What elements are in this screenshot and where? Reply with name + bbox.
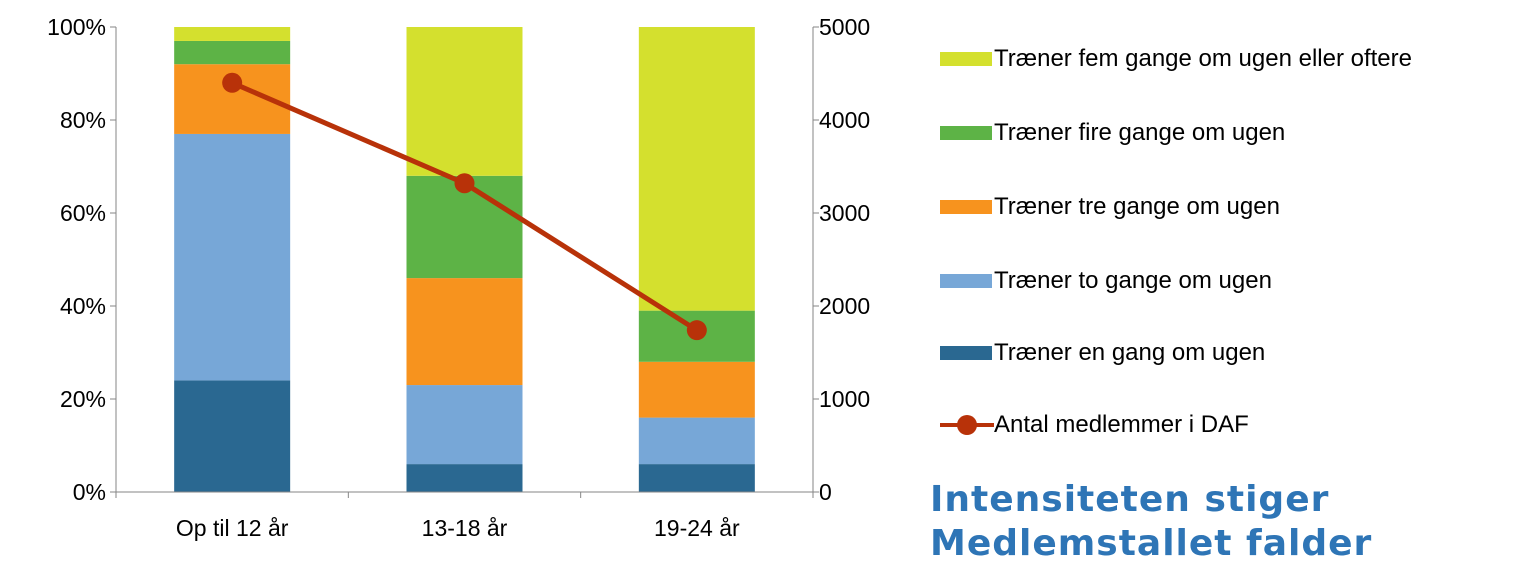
right-tick-label: 3000 [819,200,870,226]
legend-label-to: Træner to gange om ugen [994,267,1272,294]
line-point-0 [222,72,243,93]
left-tick-label: 60% [60,200,106,226]
legend-swatch-fem [940,52,992,66]
legend-item-fem: Træner fem gange om ugen eller oftere [940,44,1412,74]
left-tick-label: 0% [73,479,106,505]
right-tick-label: 5000 [819,14,870,40]
legend-item-to: Træner to gange om ugen [940,266,1272,296]
bar-2-series-4 [638,27,755,311]
x-tick-label: 13-18 år [422,515,508,541]
left-tick-label: 40% [60,293,106,319]
legend-label-line: Antal medlemmer i DAF [994,411,1249,438]
left-tick-label: 100% [47,14,106,40]
bar-2-series-0 [638,464,755,492]
right-tick-label: 1000 [819,386,870,412]
legend-swatch-fire [940,126,992,140]
legend-swatch-en [940,346,992,360]
legend-line-swatch [940,410,994,440]
x-tick-label: 19-24 år [654,515,740,541]
bar-0-series-0 [174,380,291,492]
legend-item-en: Træner en gang om ugen [940,338,1265,368]
bar-1-series-0 [406,464,523,492]
headline: Intensiteten stiger Medlemstallet falder [930,478,1517,566]
legend-swatch-to [940,274,992,288]
x-tick-label: Op til 12 år [176,515,289,541]
line-point-1 [454,173,475,194]
legend-label-tre: Træner tre gange om ugen [994,193,1280,220]
bar-2-series-1 [638,417,755,465]
right-tick-label: 0 [819,479,832,505]
legend-label-fire: Træner fire gange om ugen [994,119,1286,146]
headline-line-1: Intensiteten stiger [930,479,1330,520]
bar-1-series-4 [406,27,523,176]
bar-0-series-1 [174,133,291,381]
bar-0-series-3 [174,40,291,65]
legend-item-tre: Træner tre gange om ugen [940,192,1280,222]
headline-line-2: Medlemstallet falder [930,523,1373,564]
legend-label-fem: Træner fem gange om ugen eller oftere [994,45,1412,72]
legend-item-fire: Træner fire gange om ugen [940,118,1285,148]
bar-1-series-1 [406,385,523,465]
legend-label-en: Træner en gang om ugen [994,339,1266,366]
right-tick-label: 4000 [819,107,870,133]
bar-1-series-2 [406,278,523,386]
line-point-2 [686,320,707,341]
left-tick-label: 80% [60,107,106,133]
bar-0-series-4 [174,27,291,41]
legend-swatch-tre [940,200,992,214]
legend-item-line: Antal medlemmer i DAF [940,410,1249,440]
chart: 0% 20% 40% 60% 80% 100% 0 1000 2000 3000 4000 5000 O… [47,14,870,541]
left-tick-label: 20% [60,386,106,412]
bar-2-series-2 [638,361,755,418]
right-tick-label: 2000 [819,293,870,319]
